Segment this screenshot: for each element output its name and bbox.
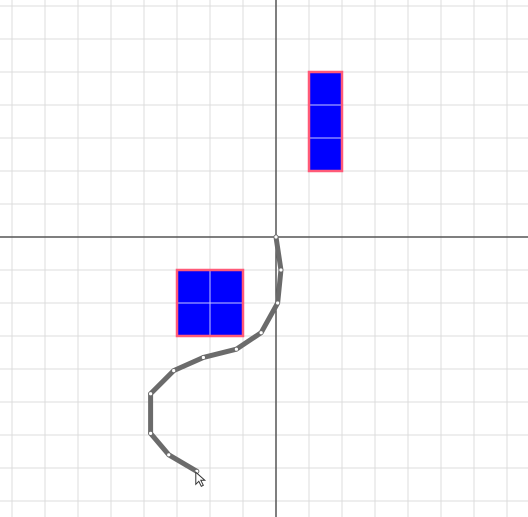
block-cell xyxy=(308,104,343,139)
path-node[interactable] xyxy=(275,300,281,306)
block-outline xyxy=(175,268,245,338)
square-block-four-cells[interactable] xyxy=(175,268,245,338)
path-node[interactable] xyxy=(166,452,172,458)
block-cell xyxy=(308,71,343,106)
path-node[interactable] xyxy=(278,267,284,273)
path-node[interactable] xyxy=(233,346,239,352)
path-node[interactable] xyxy=(171,368,177,374)
path-node[interactable] xyxy=(200,355,206,360)
path-node[interactable] xyxy=(258,330,264,336)
block-cell xyxy=(176,302,211,337)
mouse-pointer-icon xyxy=(195,471,207,487)
path-node[interactable] xyxy=(148,391,154,397)
block-outline xyxy=(307,70,344,173)
drawn-path-layer xyxy=(148,234,284,474)
path-node[interactable] xyxy=(273,234,279,240)
vertical-block-three-cells[interactable] xyxy=(307,70,344,173)
blocks-layer xyxy=(175,70,344,338)
block-cell xyxy=(176,269,211,304)
path-node[interactable] xyxy=(148,430,154,436)
block-cell xyxy=(209,269,244,304)
block-cell xyxy=(308,137,343,172)
block-cell xyxy=(209,302,244,337)
